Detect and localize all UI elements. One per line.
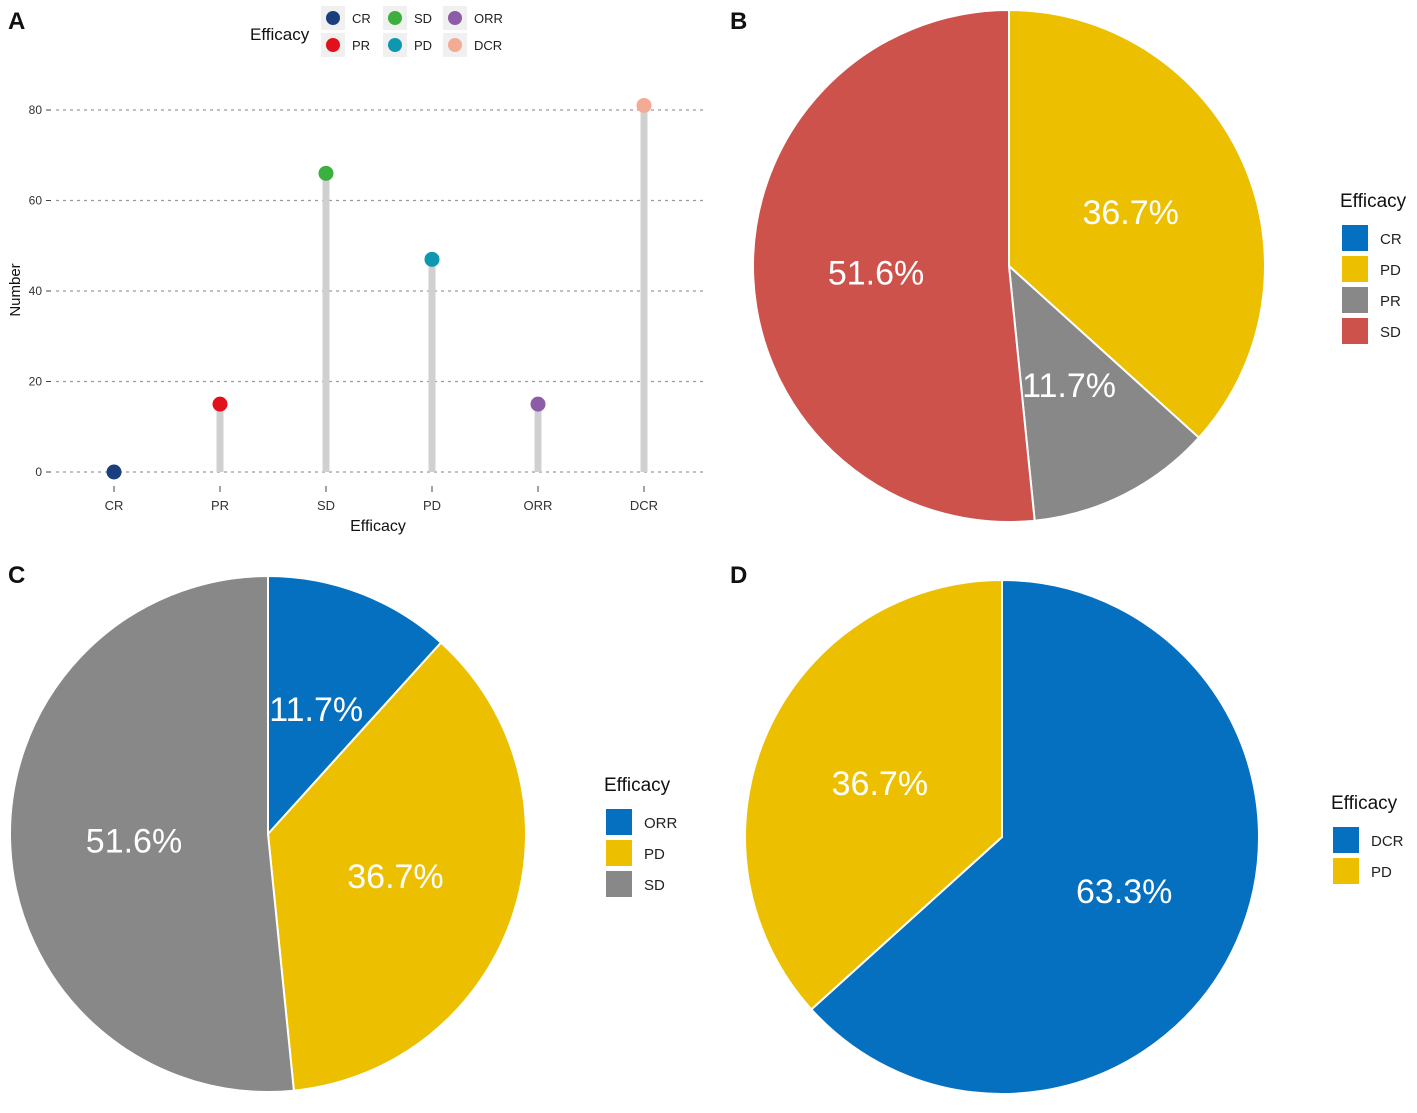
legend: Efficacy CR PD PR SD <box>1340 191 1407 344</box>
y-tick-label: 80 <box>29 103 43 117</box>
legend-label: PR <box>352 38 370 53</box>
pie-chart-d: 63.3% 36.7% Efficacy DCR PD <box>744 578 1404 1095</box>
legend-key <box>606 871 632 897</box>
legend-title: Efficacy <box>604 775 671 796</box>
pie-slice <box>267 574 443 837</box>
legend-key <box>326 11 340 25</box>
legend-label: PD <box>414 38 432 53</box>
slice-label: 51.6% <box>828 255 924 293</box>
legend-key <box>326 38 340 52</box>
legend-label: CR <box>352 11 371 26</box>
legend-label: DCR <box>1371 833 1404 850</box>
legend-label: DCR <box>474 38 502 53</box>
panel-label-a: A <box>8 8 26 35</box>
legend-label: PR <box>1380 293 1401 310</box>
slice-label: 51.6% <box>86 823 182 861</box>
lollipop-point <box>106 464 122 480</box>
legend: Efficacy ORR PD SD <box>604 775 678 897</box>
legend-key <box>1342 256 1368 282</box>
pie-slice <box>266 641 527 1092</box>
legend-key <box>1333 858 1359 884</box>
legend-label: PD <box>1371 864 1392 881</box>
lollipop-point <box>212 396 228 412</box>
panel-label-c: C <box>8 562 26 589</box>
legend-key <box>448 38 462 52</box>
legend-label: SD <box>1380 324 1401 341</box>
legend-title: Efficacy <box>1331 793 1398 814</box>
pie-slice <box>744 578 1003 1011</box>
legend-label: ORR <box>474 11 503 26</box>
lollipop-point <box>530 396 546 412</box>
pie-slice <box>809 578 1260 1095</box>
panel-label-b: B <box>730 8 748 35</box>
legend-key <box>1342 287 1368 313</box>
legend-title: Efficacy <box>250 25 310 44</box>
x-tick-label: SD <box>317 498 335 513</box>
x-tick-label: CR <box>105 498 124 513</box>
slice-label: 11.7% <box>1022 367 1116 405</box>
slice-label: 11.7% <box>269 691 363 729</box>
slice-label: 36.7% <box>832 765 928 803</box>
lollipop-point <box>318 165 334 181</box>
legend-label: PD <box>644 846 665 863</box>
y-tick-label: 0 <box>35 465 42 479</box>
lollipop-point <box>424 251 440 267</box>
x-tick-label: PD <box>423 498 441 513</box>
y-tick-label: 40 <box>29 284 43 298</box>
slice-label: 63.3% <box>1076 873 1172 911</box>
legend: Efficacy DCR PD <box>1331 793 1404 884</box>
legend-label: CR <box>1380 231 1402 248</box>
legend-key <box>448 11 462 25</box>
legend-key <box>1342 318 1368 344</box>
x-tick-label: DCR <box>630 498 658 513</box>
pie-slice <box>1008 8 1266 440</box>
legend-key <box>606 809 632 835</box>
legend-label: SD <box>644 877 665 894</box>
legend-key <box>1333 827 1359 853</box>
y-tick-label: 60 <box>29 194 43 208</box>
pie-chart-c: 11.7% 36.7% 51.6% Efficacy ORR PD SD <box>9 574 678 1093</box>
x-tick-label: PR <box>211 498 229 513</box>
legend-key <box>1342 225 1368 251</box>
legend-a: Efficacy CR SD ORR PR PD DCR <box>250 6 503 57</box>
panel-label-d: D <box>730 562 748 589</box>
lollipop-point <box>636 97 652 113</box>
legend-title: Efficacy <box>1340 191 1407 212</box>
pie-chart-b: 36.7% 11.7% 51.6% Efficacy CR PD PR SD <box>752 8 1407 523</box>
x-tick-label: ORR <box>524 498 553 513</box>
legend-label: SD <box>414 11 432 26</box>
pie-slice <box>752 8 1036 523</box>
legend-key <box>388 38 402 52</box>
pie-slice <box>9 574 295 1093</box>
pie-slice <box>1007 263 1201 522</box>
slice-label: 36.7% <box>1082 194 1178 232</box>
legend-key <box>388 11 402 25</box>
y-axis-label: Number <box>7 263 24 316</box>
legend-label: PD <box>1380 262 1401 279</box>
x-axis-label: Efficacy <box>350 518 406 535</box>
legend-key <box>606 840 632 866</box>
legend-label: ORR <box>644 815 678 832</box>
y-tick-label: 20 <box>29 375 43 389</box>
slice-label: 36.7% <box>347 858 443 896</box>
